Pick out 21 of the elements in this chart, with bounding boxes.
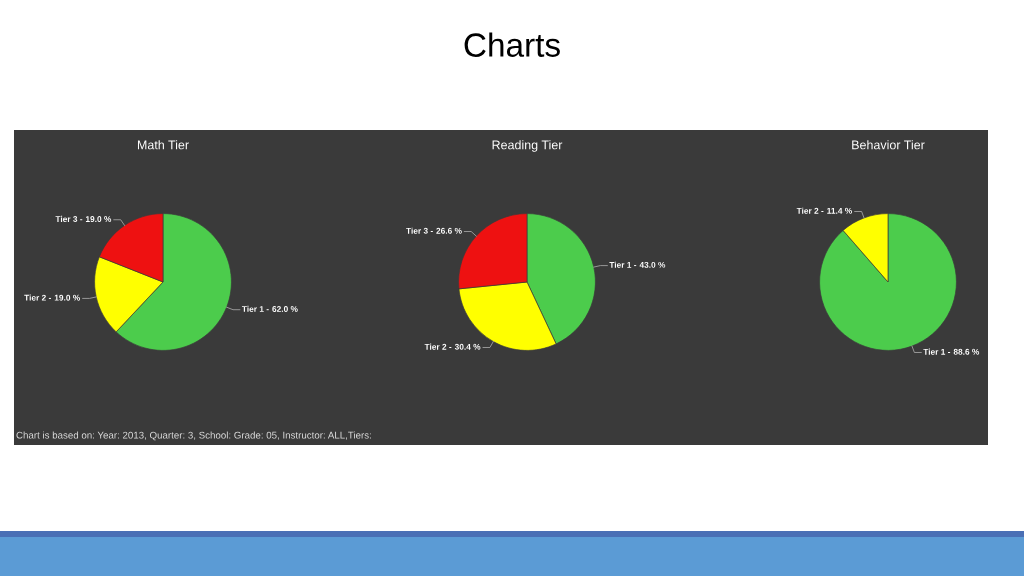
- slice-label: Tier 1 -: [609, 261, 637, 268]
- slice-label: Tier 3 -: [406, 227, 433, 234]
- data-label: 26.6 %: [436, 227, 462, 234]
- chart-title: Math Tier: [137, 140, 189, 150]
- data-label: 11.4 %: [827, 207, 852, 214]
- slice-label: Tier 2 -: [24, 294, 51, 301]
- chart-title: Behavior Tier: [852, 140, 925, 150]
- data-label: 19.0 %: [85, 216, 112, 222]
- slice-label: Tier 1 -: [923, 348, 951, 355]
- slice-label: Tier 1 -: [241, 305, 269, 312]
- data-label: 88.6 %: [953, 348, 980, 355]
- chart-title: Reading Tier: [492, 140, 563, 152]
- slice-label: Tier 3 -: [55, 215, 83, 222]
- slice-label: Tier 2 -: [424, 343, 452, 350]
- text: Chart is based on: Year: 2013, Quarter: 3, School: Grade: 05, Instructor: ALL,Tiers:: [16, 431, 371, 441]
- data-label: 43.0 %: [639, 261, 666, 268]
- slice-label: Tier 2 -: [796, 207, 824, 214]
- data-label: 19.0 %: [54, 294, 80, 301]
- data-label: 62.0 %: [272, 306, 298, 312]
- text: Charts: [464, 32, 560, 57]
- data-label: 30.4 %: [454, 343, 481, 350]
